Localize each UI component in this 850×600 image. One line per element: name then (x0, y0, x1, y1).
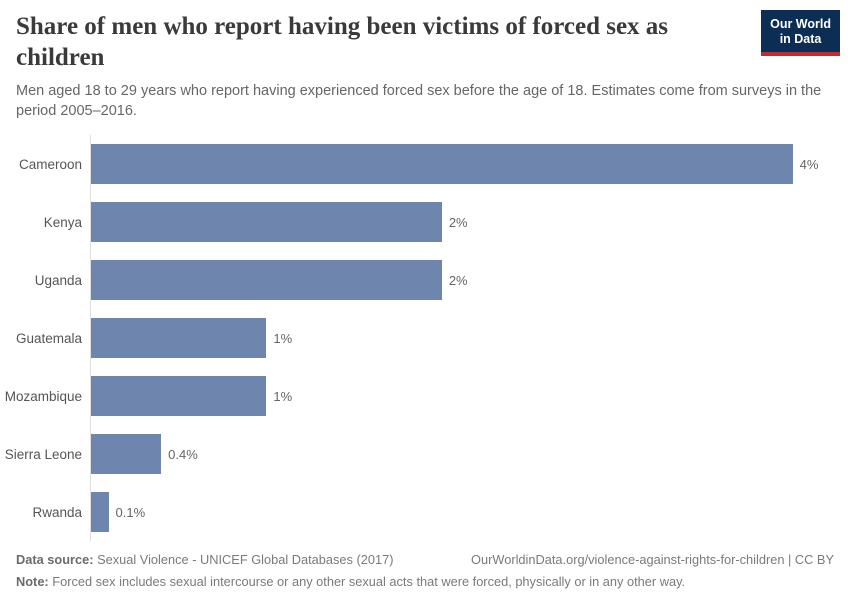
bar-row: Guatemala 1% (0, 309, 850, 367)
note-text: Forced sex includes sexual intercourse o… (52, 573, 686, 589)
bar-track: 2% (90, 251, 840, 309)
value-label: 2% (448, 272, 468, 288)
data-source: Data source: Sexual Violence - UNICEF Gl… (16, 551, 393, 569)
entity-label: Rwanda (32, 504, 82, 520)
bar-track: 0.1% (90, 483, 840, 541)
data-source-text: Sexual Violence - UNICEF Global Database… (97, 552, 394, 567)
bar-row: Uganda 2% (0, 251, 850, 309)
entity-label: Guatemala (15, 330, 82, 346)
value-label: 1% (273, 388, 293, 404)
bar[interactable] (91, 260, 442, 300)
entity-label: Cameroon (18, 156, 82, 172)
entity-label: Uganda (34, 272, 82, 288)
canonical-url[interactable]: OurWorldinData.org/violence-against-righ… (471, 552, 834, 567)
chart-header: Share of men who report having been vict… (0, 0, 850, 121)
bar[interactable] (91, 144, 793, 184)
value-label: 0.1% (115, 504, 146, 520)
bar[interactable] (91, 202, 442, 242)
chart-footer: Data source: Sexual Violence - UNICEF Gl… (0, 541, 850, 591)
owid-logo-line2: in Data (779, 32, 822, 46)
chart-subtitle: Men aged 18 to 29 years who report havin… (16, 83, 822, 119)
bar[interactable] (91, 318, 267, 358)
bar-track: 0.4% (90, 425, 840, 483)
entity-label: Mozambique (4, 388, 82, 404)
entity-label: Sierra Leone (4, 446, 82, 462)
bar-track: 1% (90, 367, 840, 425)
value-label: 2% (448, 214, 468, 230)
bar-chart: Cameroon 4% Kenya 2% Uganda 2% Guatemala 1% Moza… (0, 135, 850, 541)
bar[interactable] (91, 434, 162, 474)
note-label: Note: (16, 573, 49, 589)
value-label: 1% (273, 330, 293, 346)
data-source-label: Data source: (16, 552, 94, 567)
value-label: 0.4% (168, 446, 198, 462)
bar-track: 4% (90, 135, 840, 193)
bar-track: 2% (90, 193, 840, 251)
bar[interactable] (91, 492, 109, 532)
bar[interactable] (91, 376, 267, 416)
bar-row: Sierra Leone 0.4% (0, 425, 850, 483)
owid-logo-line1: Our World (770, 17, 831, 31)
chart-title: Share of men who report having been vict… (16, 13, 669, 71)
bar-track: 1% (90, 309, 840, 367)
bar-row: Cameroon 4% (0, 135, 850, 193)
bar-row: Rwanda 0.1% (0, 483, 850, 541)
footer-source-line: Data source: Sexual Violence - UNICEF Gl… (16, 551, 834, 569)
value-label: 4% (799, 156, 819, 172)
bar-row: Kenya 2% (0, 193, 850, 251)
entity-label: Kenya (43, 214, 82, 230)
footer-note-line: Note: Forced sex includes sexual interco… (16, 573, 834, 591)
bar-row: Mozambique 1% (0, 367, 850, 425)
owid-logo[interactable]: Our World in Data (761, 10, 840, 56)
